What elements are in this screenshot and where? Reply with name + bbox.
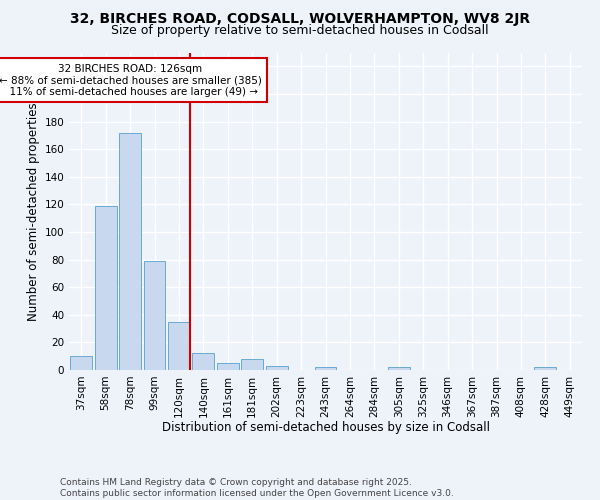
- Bar: [241, 359, 263, 370]
- Bar: [314, 367, 337, 370]
- Bar: [266, 366, 287, 370]
- Bar: [143, 261, 166, 370]
- Text: Contains HM Land Registry data © Crown copyright and database right 2025.
Contai: Contains HM Land Registry data © Crown c…: [60, 478, 454, 498]
- Text: 32, BIRCHES ROAD, CODSALL, WOLVERHAMPTON, WV8 2JR: 32, BIRCHES ROAD, CODSALL, WOLVERHAMPTON…: [70, 12, 530, 26]
- Bar: [193, 354, 214, 370]
- Text: 32 BIRCHES ROAD: 126sqm
← 88% of semi-detached houses are smaller (385)
  11% of: 32 BIRCHES ROAD: 126sqm ← 88% of semi-de…: [0, 64, 262, 96]
- Bar: [168, 322, 190, 370]
- Y-axis label: Number of semi-detached properties: Number of semi-detached properties: [27, 102, 40, 320]
- Bar: [388, 367, 410, 370]
- Bar: [119, 132, 141, 370]
- Bar: [217, 363, 239, 370]
- Bar: [535, 367, 556, 370]
- Bar: [95, 206, 116, 370]
- Bar: [70, 356, 92, 370]
- Text: Size of property relative to semi-detached houses in Codsall: Size of property relative to semi-detach…: [111, 24, 489, 37]
- X-axis label: Distribution of semi-detached houses by size in Codsall: Distribution of semi-detached houses by …: [161, 421, 490, 434]
